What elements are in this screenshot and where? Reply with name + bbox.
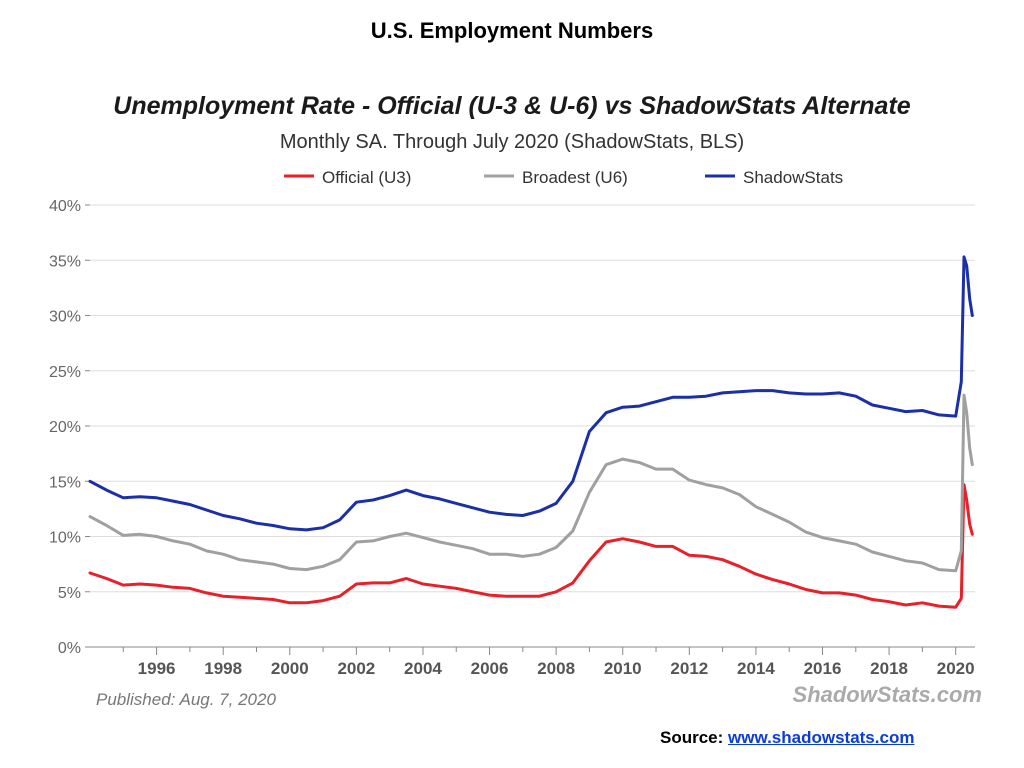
chart-title: Unemployment Rate - Official (U-3 & U-6)… — [113, 92, 910, 120]
series-line-u6 — [88, 393, 974, 573]
x-tick-label: 2010 — [604, 659, 642, 678]
x-tick-label: 2004 — [404, 659, 442, 678]
legend-label-shadowstats: ShadowStats — [743, 168, 843, 187]
y-tick-label: 30% — [49, 309, 81, 326]
x-tick-label: 2002 — [337, 659, 375, 678]
y-tick-label: 15% — [49, 474, 81, 491]
chart-legend: Official (U3) Broadest (U6) ShadowStats — [284, 168, 843, 187]
axes: 0% 5% 10% 15% 20% 25% 30% 35% 40% 1996 1998 2000 200… — [49, 198, 975, 678]
series-line-u3 — [88, 483, 974, 609]
y-tick-label: 40% — [49, 198, 81, 215]
x-tick-label: 2000 — [271, 659, 309, 678]
x-tick-label: 2006 — [471, 659, 509, 678]
series-line-shadowstats — [88, 255, 974, 532]
y-tick-label: 0% — [58, 640, 81, 657]
y-tick-label: 10% — [49, 530, 81, 547]
source-label: Source: — [660, 728, 724, 747]
y-tick-label: 20% — [49, 419, 81, 436]
legend-label-u6: Broadest (U6) — [522, 168, 628, 187]
y-tick-label: 35% — [49, 253, 81, 270]
published-note: Published: Aug. 7, 2020 — [96, 690, 276, 709]
y-tick-label: 5% — [58, 585, 81, 602]
x-tick-label: 2012 — [670, 659, 708, 678]
series-lines — [88, 255, 974, 609]
gridlines — [90, 204, 975, 593]
source-line: Source: www.shadowstats.com — [660, 728, 914, 748]
source-link[interactable]: www.shadowstats.com — [728, 728, 915, 747]
x-tick-label: 1998 — [204, 659, 242, 678]
x-tick-label: 1996 — [138, 659, 176, 678]
legend-label-u3: Official (U3) — [322, 168, 411, 187]
watermark: ShadowStats.com — [793, 682, 982, 707]
x-tick-label: 2008 — [537, 659, 575, 678]
x-tick-label: 2016 — [804, 659, 842, 678]
page-title: U.S. Employment Numbers — [370, 18, 654, 43]
x-tick-label: 2020 — [937, 659, 975, 678]
chart-subtitle: Monthly SA. Through July 2020 (ShadowSta… — [280, 131, 744, 153]
x-tick-label: 2014 — [737, 659, 775, 678]
x-tick-label: 2018 — [870, 659, 908, 678]
y-tick-label: 25% — [49, 364, 81, 381]
